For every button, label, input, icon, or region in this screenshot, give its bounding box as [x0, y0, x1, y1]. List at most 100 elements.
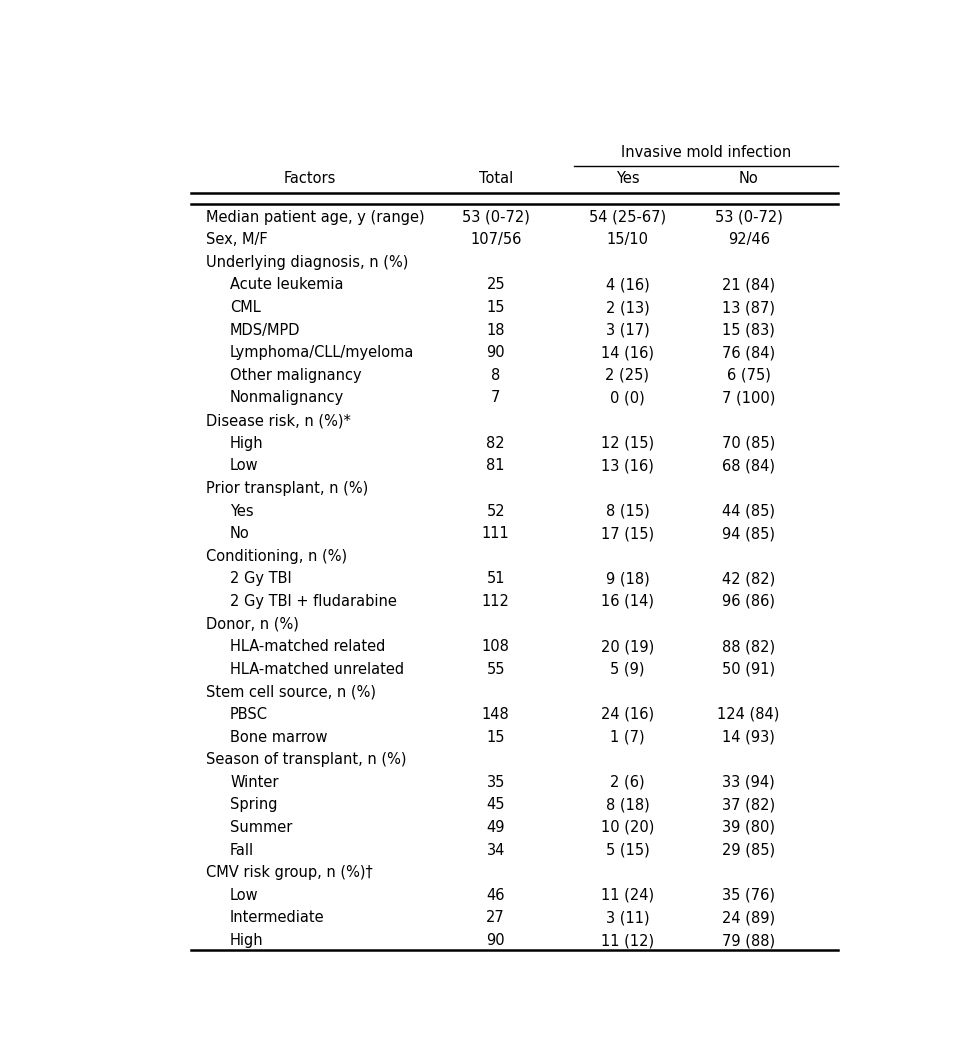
Text: Winter: Winter [230, 775, 278, 790]
Text: 8: 8 [492, 367, 500, 383]
Text: 42 (82): 42 (82) [722, 571, 776, 586]
Text: 2 Gy TBI: 2 Gy TBI [230, 571, 292, 586]
Text: 13 (87): 13 (87) [722, 300, 775, 315]
Text: 1 (7): 1 (7) [611, 730, 645, 744]
Text: 82: 82 [487, 436, 505, 451]
Text: 15 (83): 15 (83) [722, 323, 775, 338]
Text: Underlying diagnosis, n (%): Underlying diagnosis, n (%) [205, 254, 408, 270]
Text: Factors: Factors [283, 171, 336, 187]
Text: No: No [739, 171, 758, 187]
Text: 148: 148 [482, 706, 510, 722]
Text: MDS/MPD: MDS/MPD [230, 323, 300, 338]
Text: 44 (85): 44 (85) [722, 504, 775, 518]
Text: 107/56: 107/56 [470, 232, 521, 247]
Text: 17 (15): 17 (15) [601, 526, 654, 541]
Text: Prior transplant, n (%): Prior transplant, n (%) [205, 480, 368, 496]
Text: 12 (15): 12 (15) [601, 436, 654, 451]
Text: Lymphoma/CLL/myeloma: Lymphoma/CLL/myeloma [230, 345, 415, 360]
Text: CMV risk group, n (%)†: CMV risk group, n (%)† [205, 865, 372, 881]
Text: 112: 112 [482, 593, 510, 609]
Text: 15: 15 [487, 300, 505, 315]
Text: 55: 55 [487, 662, 505, 677]
Text: 34: 34 [487, 843, 505, 857]
Text: 37 (82): 37 (82) [722, 797, 776, 812]
Text: Yes: Yes [615, 171, 639, 187]
Text: 8 (15): 8 (15) [606, 504, 649, 518]
Text: 0 (0): 0 (0) [610, 391, 645, 406]
Text: 5 (15): 5 (15) [606, 843, 649, 857]
Text: 15: 15 [487, 730, 505, 744]
Text: High: High [230, 934, 264, 948]
Text: Acute leukemia: Acute leukemia [230, 278, 344, 293]
Text: 29 (85): 29 (85) [722, 843, 776, 857]
Text: 11 (12): 11 (12) [601, 934, 654, 948]
Text: 54 (25-67): 54 (25-67) [588, 210, 666, 225]
Text: 35 (76): 35 (76) [722, 888, 775, 903]
Text: 35: 35 [487, 775, 505, 790]
Text: 16 (14): 16 (14) [601, 593, 654, 609]
Text: Season of transplant, n (%): Season of transplant, n (%) [205, 752, 406, 767]
Text: 94 (85): 94 (85) [722, 526, 775, 541]
Text: Disease risk, n (%)*: Disease risk, n (%)* [205, 413, 350, 428]
Text: 76 (84): 76 (84) [722, 345, 776, 360]
Text: HLA-matched unrelated: HLA-matched unrelated [230, 662, 404, 677]
Text: 90: 90 [487, 934, 505, 948]
Text: 7 (100): 7 (100) [722, 391, 776, 406]
Text: 39 (80): 39 (80) [722, 821, 775, 835]
Text: 2 (25): 2 (25) [606, 367, 649, 383]
Text: 90: 90 [487, 345, 505, 360]
Text: 24 (16): 24 (16) [601, 706, 654, 722]
Text: 68 (84): 68 (84) [722, 458, 775, 473]
Text: HLA-matched related: HLA-matched related [230, 639, 386, 654]
Text: Other malignancy: Other malignancy [230, 367, 362, 383]
Text: 18: 18 [487, 323, 505, 338]
Text: 7: 7 [491, 391, 500, 406]
Text: 3 (11): 3 (11) [606, 910, 649, 925]
Text: Summer: Summer [230, 821, 293, 835]
Text: 27: 27 [487, 910, 505, 925]
Text: 24 (89): 24 (89) [722, 910, 776, 925]
Text: 14 (16): 14 (16) [601, 345, 654, 360]
Text: 9 (18): 9 (18) [606, 571, 649, 586]
Text: Nonmalignancy: Nonmalignancy [230, 391, 345, 406]
Text: Intermediate: Intermediate [230, 910, 324, 925]
Text: 96 (86): 96 (86) [722, 593, 775, 609]
Text: 88 (82): 88 (82) [722, 639, 776, 654]
Text: 33 (94): 33 (94) [722, 775, 775, 790]
Text: 4 (16): 4 (16) [606, 278, 649, 293]
Text: 6 (75): 6 (75) [727, 367, 771, 383]
Text: Invasive mold infection: Invasive mold infection [621, 145, 791, 159]
Text: 53 (0-72): 53 (0-72) [462, 210, 530, 225]
Text: 49: 49 [487, 821, 505, 835]
Text: 2 (6): 2 (6) [611, 775, 645, 790]
Text: High: High [230, 436, 264, 451]
Text: 15/10: 15/10 [607, 232, 648, 247]
Text: No: No [230, 526, 250, 541]
Text: 46: 46 [487, 888, 505, 903]
Text: 25: 25 [487, 278, 505, 293]
Text: Low: Low [230, 888, 259, 903]
Text: 3 (17): 3 (17) [606, 323, 649, 338]
Text: Spring: Spring [230, 797, 277, 812]
Text: Stem cell source, n (%): Stem cell source, n (%) [205, 684, 375, 699]
Text: 50 (91): 50 (91) [722, 662, 776, 677]
Text: Median patient age, y (range): Median patient age, y (range) [205, 210, 424, 225]
Text: PBSC: PBSC [230, 706, 268, 722]
Text: 111: 111 [482, 526, 510, 541]
Text: Total: Total [479, 171, 513, 187]
Text: 21 (84): 21 (84) [722, 278, 776, 293]
Text: 92/46: 92/46 [728, 232, 770, 247]
Text: 81: 81 [487, 458, 505, 473]
Text: Fall: Fall [230, 843, 254, 857]
Text: 11 (24): 11 (24) [601, 888, 654, 903]
Text: Conditioning, n (%): Conditioning, n (%) [205, 549, 347, 564]
Text: CML: CML [230, 300, 261, 315]
Text: 2 (13): 2 (13) [606, 300, 649, 315]
Text: 8 (18): 8 (18) [606, 797, 649, 812]
Text: 70 (85): 70 (85) [722, 436, 776, 451]
Text: 45: 45 [487, 797, 505, 812]
Text: Sex, M/F: Sex, M/F [205, 232, 267, 247]
Text: 13 (16): 13 (16) [601, 458, 654, 473]
Text: Bone marrow: Bone marrow [230, 730, 327, 744]
Text: 53 (0-72): 53 (0-72) [715, 210, 782, 225]
